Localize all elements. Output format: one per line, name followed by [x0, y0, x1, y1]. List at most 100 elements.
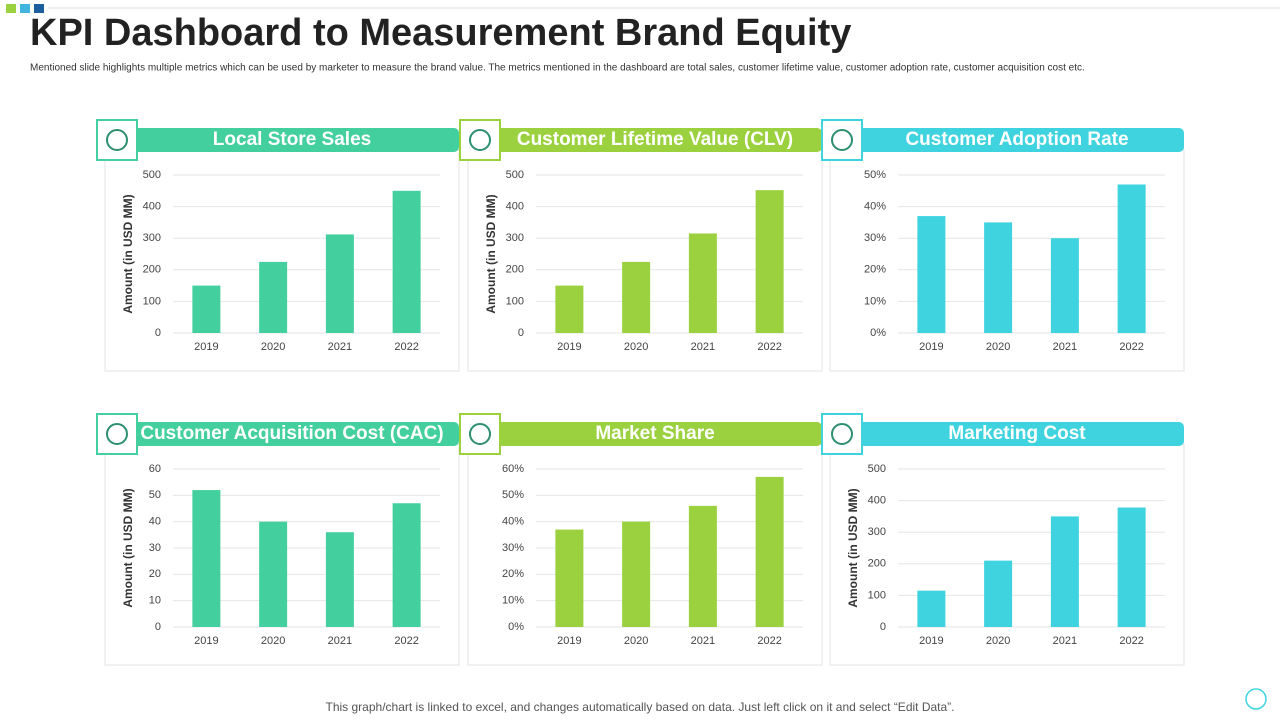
- bar: [622, 521, 651, 627]
- y-tick-label: 0: [880, 621, 886, 633]
- y-tick-label: 30: [149, 542, 161, 554]
- bar: [984, 222, 1013, 333]
- x-tick-label: 2022: [394, 635, 418, 647]
- x-tick-label: 2019: [919, 341, 943, 353]
- y-tick-label: 400: [506, 201, 524, 213]
- x-tick-label: 2020: [261, 635, 285, 647]
- y-tick-label: 20: [149, 568, 161, 580]
- x-tick-label: 2022: [757, 341, 781, 353]
- y-tick-label: 200: [143, 264, 161, 276]
- y-tick-label: 30%: [864, 232, 886, 244]
- panel-title: Customer Lifetime Value (CLV): [517, 129, 793, 150]
- x-tick-label: 2020: [261, 341, 285, 353]
- panel-icon-glyph: [831, 129, 853, 151]
- panel-header: [125, 128, 459, 152]
- panel-title: Local Store Sales: [213, 129, 371, 150]
- y-tick-label: 20%: [864, 264, 886, 276]
- bar: [755, 190, 784, 333]
- x-tick-label: 2021: [328, 341, 352, 353]
- x-tick-label: 2022: [1119, 341, 1143, 353]
- bar: [192, 285, 221, 333]
- bar: [325, 532, 354, 627]
- y-tick-label: 200: [506, 264, 524, 276]
- y-tick-label: 40%: [502, 516, 524, 528]
- x-tick-label: 2021: [691, 341, 715, 353]
- bar: [1117, 184, 1146, 333]
- y-tick-label: 50%: [864, 169, 886, 181]
- y-axis-label: Amount (in USD MM): [846, 488, 860, 607]
- x-tick-label: 2021: [1053, 635, 1077, 647]
- bar: [755, 476, 784, 627]
- x-tick-label: 2019: [919, 635, 943, 647]
- panel-header: [850, 128, 1184, 152]
- bar: [192, 490, 221, 627]
- y-tick-label: 0: [155, 621, 161, 633]
- panel-header: [850, 422, 1184, 446]
- panel-icon: [459, 119, 501, 161]
- y-axis-label: Amount (in USD MM): [121, 194, 135, 313]
- y-axis-label: Amount (in USD MM): [484, 194, 498, 313]
- y-tick-label: 20%: [502, 568, 524, 580]
- bar: [392, 503, 421, 627]
- panel-icon: [96, 119, 138, 161]
- bar: [984, 560, 1013, 627]
- panel-icon: [821, 413, 863, 455]
- y-tick-label: 10%: [502, 595, 524, 607]
- deco-square: [6, 4, 16, 13]
- bar: [325, 234, 354, 333]
- x-tick-label: 2020: [986, 341, 1010, 353]
- deco-square: [34, 4, 44, 13]
- x-tick-label: 2019: [194, 341, 218, 353]
- panel-icon-glyph: [469, 129, 491, 151]
- y-tick-label: 500: [143, 169, 161, 181]
- y-tick-label: 40: [149, 516, 161, 528]
- panel-header: [125, 422, 459, 446]
- page-title: KPI Dashboard to Measurement Brand Equit…: [30, 12, 851, 54]
- bar: [917, 590, 946, 627]
- y-tick-label: 0: [518, 327, 524, 339]
- bar: [917, 216, 946, 333]
- y-tick-label: 10%: [864, 295, 886, 307]
- footer-note: This graph/chart is linked to excel, and…: [326, 700, 955, 714]
- x-tick-label: 2021: [328, 635, 352, 647]
- x-tick-label: 2021: [1053, 341, 1077, 353]
- y-tick-label: 500: [506, 169, 524, 181]
- y-tick-label: 0: [155, 327, 161, 339]
- y-tick-label: 50: [149, 489, 161, 501]
- x-tick-label: 2021: [691, 635, 715, 647]
- panel-title: Marketing Cost: [948, 423, 1086, 444]
- bar: [688, 233, 717, 333]
- x-tick-label: 2022: [394, 341, 418, 353]
- panel-title: Market Share: [595, 423, 714, 444]
- bar: [259, 261, 288, 333]
- x-tick-label: 2020: [624, 341, 648, 353]
- y-tick-label: 0%: [870, 327, 886, 339]
- y-tick-label: 300: [143, 232, 161, 244]
- y-axis-label: Amount (in USD MM): [121, 488, 135, 607]
- bar: [1050, 238, 1079, 333]
- bar: [1117, 507, 1146, 627]
- bar: [392, 190, 421, 333]
- y-tick-label: 100: [143, 295, 161, 307]
- panel-header: [488, 128, 822, 152]
- x-tick-label: 2022: [757, 635, 781, 647]
- y-tick-label: 50%: [502, 489, 524, 501]
- y-tick-label: 300: [506, 232, 524, 244]
- y-tick-label: 100: [506, 295, 524, 307]
- y-tick-label: 10: [149, 595, 161, 607]
- x-tick-label: 2020: [986, 635, 1010, 647]
- panel-header: [488, 422, 822, 446]
- x-tick-label: 2019: [557, 635, 581, 647]
- panel-icon-glyph: [469, 423, 491, 445]
- panel-icon: [96, 413, 138, 455]
- x-tick-label: 2019: [194, 635, 218, 647]
- bar: [259, 521, 288, 627]
- y-tick-label: 60%: [502, 463, 524, 475]
- bar: [555, 529, 584, 627]
- deco-square: [20, 4, 30, 13]
- panel-icon: [821, 119, 863, 161]
- y-tick-label: 60: [149, 463, 161, 475]
- x-tick-label: 2022: [1119, 635, 1143, 647]
- panel-title: Customer Acquisition Cost (CAC): [140, 423, 443, 444]
